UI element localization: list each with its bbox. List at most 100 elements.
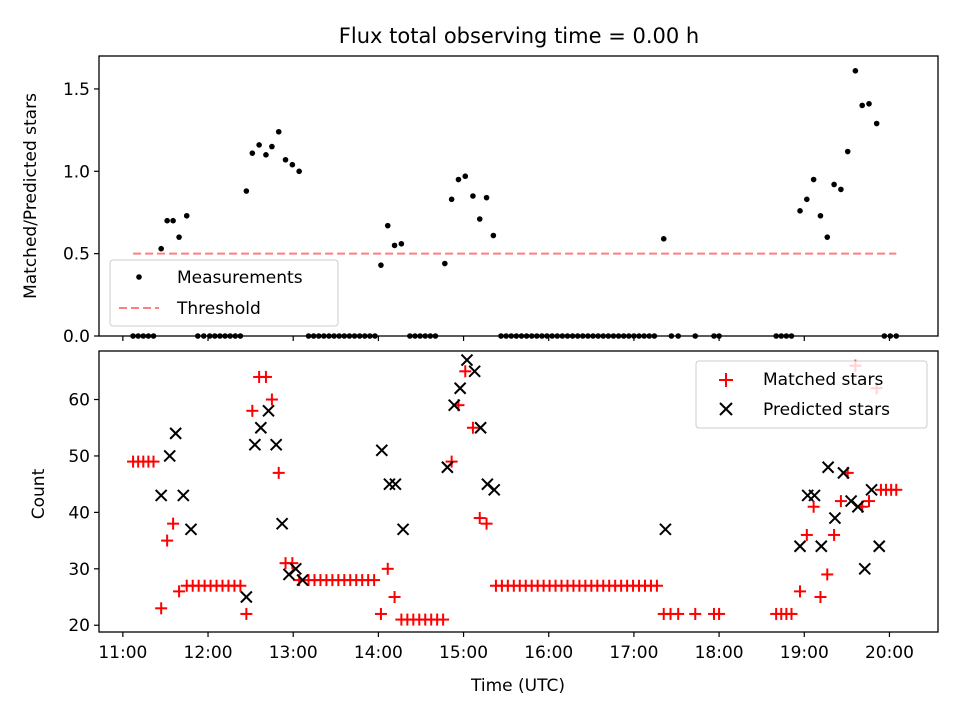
data-point xyxy=(135,333,141,339)
data-point xyxy=(668,333,675,339)
data-point xyxy=(447,398,461,412)
data-point xyxy=(672,607,685,620)
data-point xyxy=(814,591,827,604)
series-measurements xyxy=(130,68,900,339)
legend-measurements-marker xyxy=(136,274,142,280)
top-x-axis xyxy=(122,336,891,341)
data-point xyxy=(195,333,201,339)
data-point xyxy=(389,477,402,491)
bottom-x-axis: 11:00 12:00 13:00 14:00 15:00 16:00 17:00 18:00… xyxy=(98,632,914,663)
data-point xyxy=(585,333,591,339)
data-point xyxy=(296,168,302,175)
data-point xyxy=(259,370,272,383)
data-point xyxy=(711,333,717,339)
data-point xyxy=(240,590,253,604)
bottom-legend-box xyxy=(695,360,928,429)
bottom-panel: 20 30 40 50 60 11:00 12:00 13:00 14:00 15:00 16:0… xyxy=(29,350,939,696)
y-tick-label: 0.5 xyxy=(63,245,90,265)
data-point xyxy=(659,523,672,536)
data-point xyxy=(793,540,807,553)
data-point xyxy=(605,333,612,339)
data-point xyxy=(263,152,269,158)
y-tick-label: 1.0 xyxy=(63,162,90,182)
data-point xyxy=(797,208,803,214)
data-point xyxy=(675,333,682,339)
data-point xyxy=(692,333,699,339)
data-point xyxy=(595,333,601,339)
data-point xyxy=(412,333,418,339)
data-point xyxy=(689,607,702,620)
y-tick-label: 0.0 xyxy=(63,327,90,347)
data-point xyxy=(807,500,820,513)
data-point xyxy=(272,466,285,479)
data-point xyxy=(169,427,182,440)
data-point xyxy=(873,540,886,553)
data-point xyxy=(145,333,152,339)
data-point xyxy=(713,607,726,620)
data-point xyxy=(282,156,289,163)
data-point xyxy=(473,512,486,525)
x-tick-label: 11:00 xyxy=(98,643,147,663)
data-point xyxy=(375,444,388,457)
data-point xyxy=(422,333,429,339)
data-point xyxy=(810,176,817,183)
data-point xyxy=(158,245,164,252)
data-point xyxy=(200,333,207,339)
top-y-axis-label: Matched/Predicted stars xyxy=(21,93,41,299)
data-point xyxy=(508,333,515,339)
data-point xyxy=(804,196,810,203)
data-point xyxy=(852,68,859,74)
data-point xyxy=(351,333,358,339)
data-point xyxy=(289,562,302,576)
data-point xyxy=(161,534,174,547)
bottom-marks xyxy=(127,353,903,626)
data-point xyxy=(265,393,278,406)
data-point xyxy=(646,333,653,339)
data-point xyxy=(554,333,561,339)
legend-matched-marker xyxy=(719,373,733,387)
data-point xyxy=(275,517,289,530)
data-point xyxy=(837,466,850,480)
x-tick-label: 14:00 xyxy=(354,643,403,663)
data-point xyxy=(164,217,170,224)
data-point xyxy=(326,333,332,339)
data-point xyxy=(474,421,487,434)
y-tick-label: 50 xyxy=(68,447,90,467)
data-point xyxy=(183,212,190,219)
data-point xyxy=(824,234,831,240)
data-point xyxy=(240,607,253,620)
data-point xyxy=(651,333,658,339)
data-point xyxy=(459,365,472,378)
data-point xyxy=(838,186,844,193)
data-point xyxy=(636,333,642,339)
series-matched-stars xyxy=(127,359,903,626)
data-point xyxy=(154,489,168,502)
bottom-legend: Matched stars Predicted stars xyxy=(695,360,928,429)
figure-title: Flux total observing time = 0.00 h xyxy=(339,24,699,48)
data-point xyxy=(269,438,283,451)
data-point xyxy=(650,579,663,592)
x-tick-label: 13:00 xyxy=(269,643,318,663)
x-axis-label: Time (UTC) xyxy=(470,676,565,696)
data-point xyxy=(518,333,525,339)
y-tick-label: 40 xyxy=(68,503,90,523)
data-point xyxy=(321,333,327,339)
data-point xyxy=(569,333,576,339)
data-point xyxy=(217,333,223,339)
top-panel: 0.0 0.5 1.0 1.5 Matched/Predicted stars Mea… xyxy=(21,55,939,347)
legend-predicted-marker xyxy=(719,402,733,416)
data-point xyxy=(580,333,586,339)
data-point xyxy=(821,568,834,581)
data-point xyxy=(372,333,378,339)
data-point xyxy=(275,128,282,135)
data-point xyxy=(396,523,410,536)
data-point xyxy=(863,495,876,508)
data-point xyxy=(858,562,871,576)
data-point xyxy=(289,161,296,168)
bottom-plot-frame xyxy=(98,350,939,633)
x-tick-label: 20:00 xyxy=(865,643,914,663)
data-point xyxy=(254,421,268,434)
data-point xyxy=(785,607,798,620)
data-point xyxy=(305,333,312,339)
